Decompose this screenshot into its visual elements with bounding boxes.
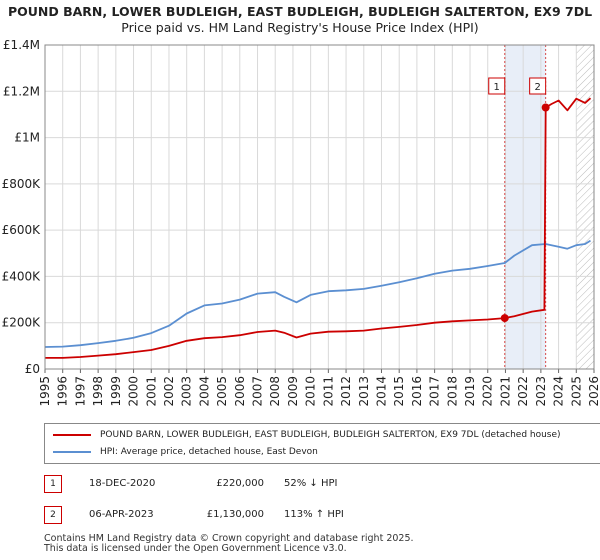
legend-hpi-label: HPI: Average price, detached house, East… [100, 447, 318, 457]
x-tick-label: 2026 [587, 376, 600, 407]
sale-period-band [504, 45, 546, 369]
x-tick-label: 2010 [304, 376, 318, 407]
sale-date: 06-APR-2023 [89, 509, 154, 520]
x-tick-label: 2017 [428, 376, 442, 407]
y-tick-label: £600K [2, 223, 42, 237]
x-tick-label: 2007 [251, 376, 265, 407]
x-tick-label: 2024 [552, 376, 566, 407]
sale-date: 18-DEC-2020 [89, 478, 156, 489]
chart-title: POUND BARN, LOWER BUDLEIGH, EAST BUDLEIG… [7, 4, 593, 19]
property-price-line [45, 97, 592, 359]
x-tick-label: 2012 [339, 376, 353, 407]
price-chart: £0 £200K £400K £600K £800K £1M £1.2M £1.4M 1995 1… [2, 38, 600, 407]
y-tick-label: £200K [2, 316, 42, 330]
footer-licence: This data is licensed under the Open Gov… [44, 543, 347, 554]
sale-number-badge: 2 [44, 506, 62, 524]
legend-property-label: POUND BARN, LOWER BUDLEIGH, EAST BUDLEIG… [100, 430, 561, 440]
x-tick-label: 1995 [38, 376, 52, 407]
legend-property-line [53, 434, 91, 436]
x-tick-label: 2022 [516, 376, 530, 407]
forecast-hatch [576, 45, 594, 369]
x-tick-label: 2001 [144, 376, 158, 407]
x-tick-label: 2019 [463, 376, 477, 407]
y-tick-label: £1M [14, 131, 40, 145]
sale-price: £220,000 [216, 478, 264, 489]
x-tick-label: 1997 [73, 376, 87, 407]
sale-number-label: 1 [494, 82, 500, 93]
x-tick-label: 2000 [127, 376, 141, 407]
x-tick-label: 2021 [498, 376, 512, 407]
y-tick-label: £1.4M [3, 38, 40, 52]
y-tick-label: £400K [2, 269, 42, 283]
x-tick-label: 2025 [569, 376, 583, 407]
x-tick-label: 2011 [321, 376, 335, 407]
x-tick-label: 2013 [357, 376, 371, 407]
legend-hpi-line [53, 451, 91, 453]
sale-number-box [529, 77, 547, 95]
legend: POUND BARN, LOWER BUDLEIGH, EAST BUDLEIG… [44, 423, 600, 464]
sale-number-label: 2 [534, 82, 540, 93]
sale-number-badge: 1 [44, 475, 62, 493]
sale-number-box [488, 77, 506, 95]
x-tick-label: 2020 [481, 376, 495, 407]
sale-price: £1,130,000 [206, 509, 264, 520]
x-tick-label: 2015 [392, 376, 406, 407]
x-tick-label: 2016 [410, 376, 424, 407]
x-tick-label: 2005 [215, 376, 229, 407]
x-tick-label: 1999 [109, 376, 123, 407]
sale-point [541, 103, 550, 112]
sale-point [500, 314, 509, 323]
x-tick-label: 2009 [286, 376, 300, 407]
x-tick-label: 2023 [534, 376, 548, 407]
x-tick-label: 2002 [162, 376, 176, 407]
chart-subtitle: Price paid vs. HM Land Registry's House … [121, 20, 479, 35]
x-tick-label: 2014 [374, 376, 388, 407]
plot-frame [44, 44, 595, 370]
x-tick-label: 2003 [180, 376, 194, 407]
x-tick-label: 2004 [197, 376, 211, 407]
x-tick-label: 1996 [56, 376, 70, 407]
y-tick-label: £800K [2, 177, 42, 191]
x-tick-label: 2006 [233, 376, 247, 407]
footer-copyright: Contains HM Land Registry data © Crown c… [44, 533, 414, 544]
sale-hpi-change: 52% ↓ HPI [284, 478, 338, 489]
x-tick-label: 2008 [268, 376, 282, 407]
x-tick-label: 2018 [445, 376, 459, 407]
y-tick-label: £1.2M [3, 84, 40, 98]
x-tick-label: 1998 [91, 376, 105, 407]
y-tick-label: £0 [25, 362, 40, 376]
sale-hpi-change: 113% ↑ HPI [284, 509, 344, 520]
